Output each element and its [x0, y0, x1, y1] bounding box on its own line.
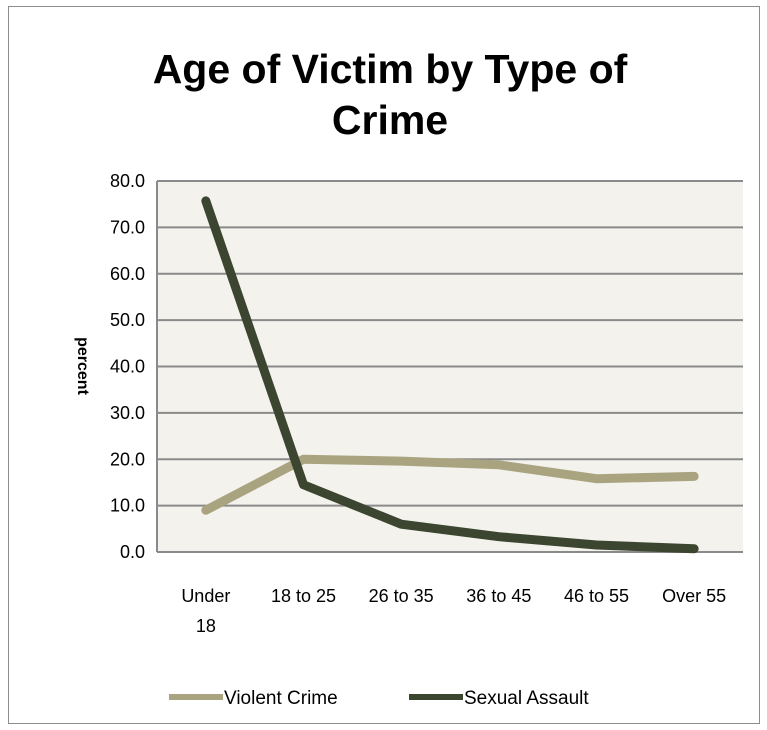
- y-tick-label: 20.0: [110, 449, 145, 469]
- chart-title-line-1: Age of Victim by Type of: [153, 46, 628, 92]
- x-tick-label: 18: [196, 616, 216, 636]
- y-tick-label: 40.0: [110, 357, 145, 377]
- series-line-sexual-assault: [201, 196, 699, 554]
- y-tick-labels: 0.0 10.0 20.0 30.0 40.0 50.0 60.0 70.0 80.0: [110, 171, 145, 562]
- x-tick-label: Over 55: [662, 586, 726, 606]
- series-lines: [201, 196, 699, 554]
- legend-label: Violent Crime: [224, 688, 338, 709]
- x-tick-labels: Under 18 18 to 25 26 to 35 36 to 45 46 to 55 O…: [181, 586, 726, 636]
- y-tick-label: 0.0: [120, 542, 145, 562]
- y-tick-label: 60.0: [110, 264, 145, 284]
- x-tick-label: 18 to 25: [271, 586, 336, 606]
- y-tick-label: 70.0: [110, 217, 145, 237]
- y-tick-label: 50.0: [110, 310, 145, 330]
- y-tick-label: 10.0: [110, 496, 145, 516]
- y-axis-label: percent: [74, 337, 91, 395]
- y-tick-label: 30.0: [110, 403, 145, 423]
- x-tick-label: 36 to 45: [466, 586, 531, 606]
- series-line-violent-crime: [201, 454, 699, 515]
- legend: Violent Crime Sexual Assault: [169, 688, 589, 709]
- x-tick-label: 26 to 35: [369, 586, 434, 606]
- legend-label: Sexual Assault: [464, 688, 589, 709]
- x-tick-label: Under: [181, 586, 230, 606]
- chart-title-line-2: Crime: [332, 97, 448, 143]
- x-tick-label: 46 to 55: [564, 586, 629, 606]
- y-tick-label: 80.0: [110, 171, 145, 191]
